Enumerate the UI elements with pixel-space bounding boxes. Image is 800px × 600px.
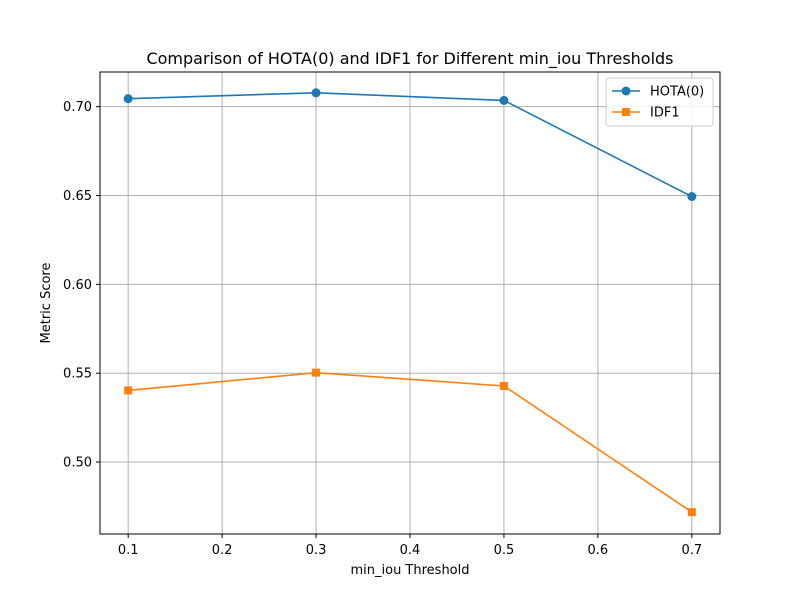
x-tick-label: 0.5: [494, 543, 515, 558]
legend-marker: [621, 86, 631, 96]
series-line: [128, 91, 693, 198]
data-point: [124, 386, 133, 395]
x-tick-label: 0.3: [306, 543, 327, 558]
data-point: [123, 94, 133, 104]
legend-marker: [622, 108, 630, 116]
y-tick-label: 0.70: [63, 100, 92, 115]
legend-label: HOTA(0): [650, 85, 704, 100]
data-point: [687, 508, 696, 517]
legend-item: HOTA(0): [612, 85, 704, 100]
y-axis-title: Metric Score: [39, 263, 54, 344]
series-hota-0: [123, 88, 697, 202]
x-axis-title: min_iou Threshold: [350, 563, 469, 578]
legend-box: [605, 77, 714, 127]
legend-label: IDF1: [650, 106, 680, 121]
axis-ticks: 0.1 0.2 0.3 0.4 0.5 0.6 0.7 0.50 0.55 0.60 0.65 0.7…: [63, 100, 702, 558]
y-tick-label: 0.50: [63, 456, 92, 471]
legend: HOTA(0) IDF1: [605, 77, 714, 127]
chart-title: Comparison of HOTA(0) and IDF1 for Diffe…: [146, 49, 673, 69]
legend-item: IDF1: [612, 106, 680, 121]
x-tick-label: 0.1: [118, 543, 139, 558]
x-tick-label: 0.4: [400, 543, 421, 558]
series-line: [128, 371, 693, 513]
series-idf1: [124, 368, 696, 517]
x-tick-label: 0.6: [588, 543, 609, 558]
y-tick-label: 0.65: [63, 189, 92, 204]
data-point: [499, 95, 509, 105]
series-layer: [123, 88, 697, 517]
x-tick-label: 0.7: [681, 543, 702, 558]
y-tick-label: 0.55: [63, 367, 92, 382]
grid: [100, 72, 720, 534]
data-point: [311, 88, 321, 98]
data-point: [499, 381, 508, 390]
data-point: [687, 192, 697, 202]
y-tick-label: 0.60: [63, 278, 92, 293]
x-tick-label: 0.2: [212, 543, 233, 558]
data-point: [312, 368, 321, 377]
